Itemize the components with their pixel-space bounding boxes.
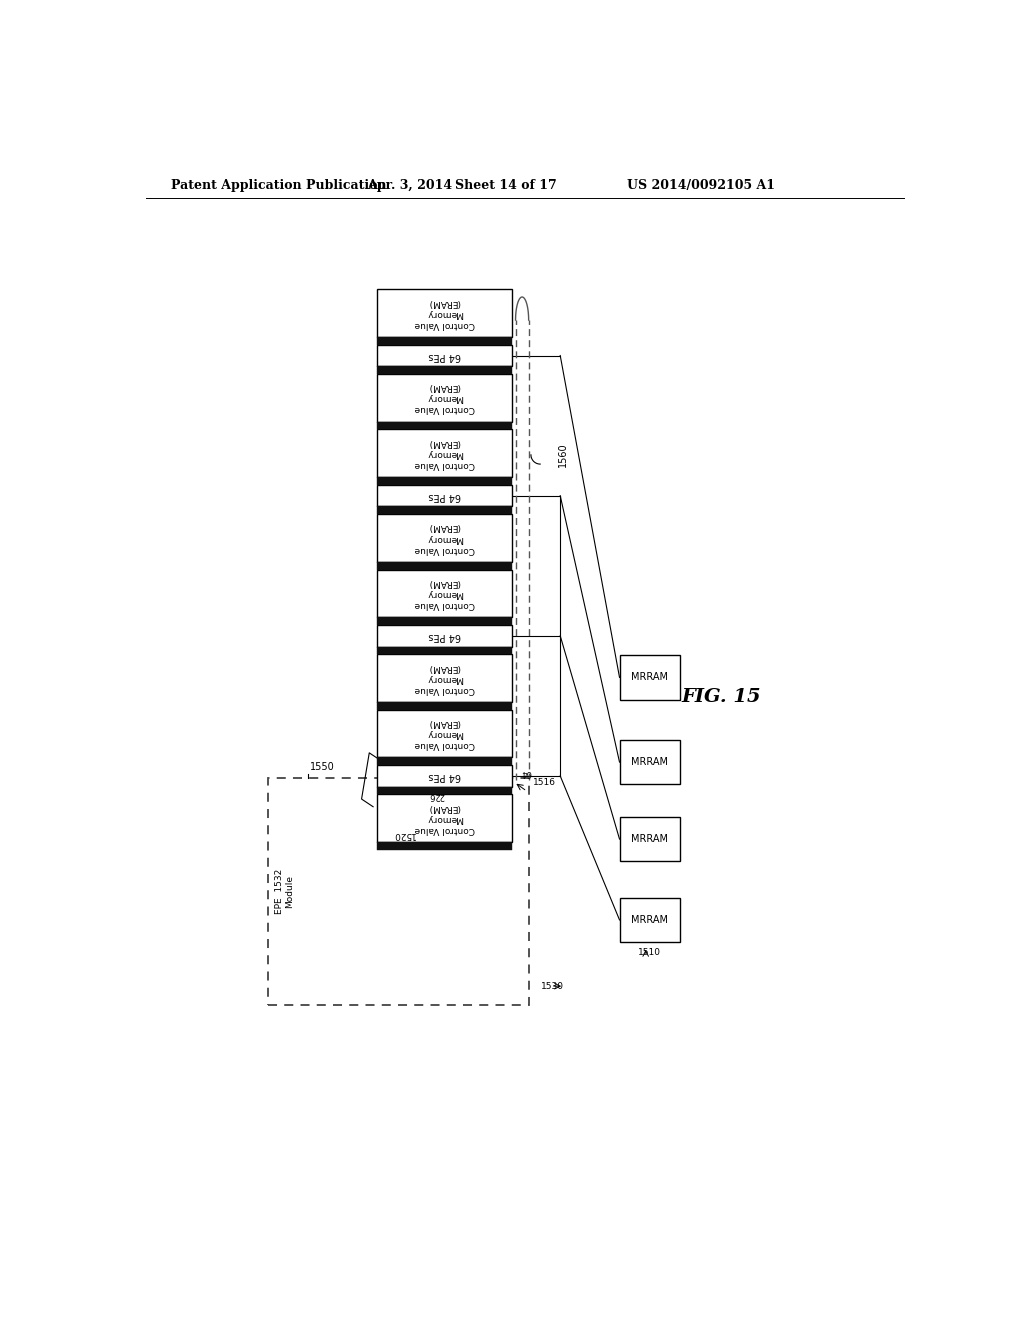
Text: EPE  1532: EPE 1532 [274, 869, 284, 915]
Text: 226: 226 [429, 792, 444, 800]
Text: Apr. 3, 2014: Apr. 3, 2014 [368, 178, 453, 191]
Text: 1560: 1560 [558, 442, 568, 467]
Bar [377, 345, 512, 367]
Text: Control Value
Memory
(ERAM): Control Value Memory (ERAM) [414, 718, 474, 750]
Text: Sheet 14 of 17: Sheet 14 of 17 [455, 178, 556, 191]
Bar [377, 626, 512, 647]
Bar [377, 758, 512, 766]
Bar [377, 647, 512, 655]
Text: 64 PEs: 64 PEs [428, 771, 461, 781]
Text: Control Value
Memory
(ERAM): Control Value Memory (ERAM) [414, 438, 474, 469]
Text: 1530: 1530 [541, 982, 564, 991]
Bar [377, 795, 512, 842]
Text: Control Value
Memory
(ERAM): Control Value Memory (ERAM) [414, 803, 474, 834]
Text: Control Value
Memory
(ERAM): Control Value Memory (ERAM) [414, 523, 474, 553]
Text: Control Value
Memory
(ERAM): Control Value Memory (ERAM) [414, 663, 474, 694]
Bar [377, 366, 512, 374]
Text: 1516: 1516 [532, 777, 555, 787]
Text: MRRAM: MRRAM [631, 834, 668, 843]
Bar [620, 817, 680, 862]
Bar [377, 766, 512, 787]
Text: 64: 64 [520, 768, 530, 776]
Bar [267, 779, 529, 1006]
Text: 1520: 1520 [392, 830, 416, 840]
Bar [377, 374, 512, 422]
Bar [377, 787, 512, 795]
Bar [377, 570, 512, 618]
Bar [377, 655, 512, 702]
Bar [377, 484, 512, 507]
Text: Control Value
Memory
(ERAM): Control Value Memory (ERAM) [414, 578, 474, 609]
Text: Patent Application Publication: Patent Application Publication [171, 178, 386, 191]
Text: MRRAM: MRRAM [631, 915, 668, 925]
Text: FIG. 15: FIG. 15 [681, 689, 761, 706]
Text: 64 PEs: 64 PEs [428, 351, 461, 360]
Bar [377, 337, 512, 345]
Bar [620, 898, 680, 942]
Text: 1510: 1510 [638, 949, 662, 957]
Bar [620, 655, 680, 700]
Text: MRRAM: MRRAM [631, 758, 668, 767]
Bar [377, 618, 512, 626]
Bar [377, 507, 512, 515]
Text: MRRAM: MRRAM [631, 672, 668, 682]
Bar [377, 702, 512, 710]
Bar [377, 515, 512, 562]
Text: 64 PEs: 64 PEs [428, 491, 461, 500]
Text: 64 PEs: 64 PEs [428, 631, 461, 640]
Bar [620, 739, 680, 784]
Bar [377, 429, 512, 478]
Text: 1550: 1550 [310, 762, 335, 772]
Bar [377, 842, 512, 850]
Bar [377, 562, 512, 570]
Bar [377, 710, 512, 758]
Text: Module: Module [285, 875, 294, 908]
Text: Control Value
Memory
(ERAM): Control Value Memory (ERAM) [414, 297, 474, 329]
Bar [377, 478, 512, 484]
Bar [377, 289, 512, 337]
Text: US 2014/0092105 A1: US 2014/0092105 A1 [628, 178, 775, 191]
Text: Control Value
Memory
(ERAM): Control Value Memory (ERAM) [414, 383, 474, 413]
Bar [377, 422, 512, 429]
